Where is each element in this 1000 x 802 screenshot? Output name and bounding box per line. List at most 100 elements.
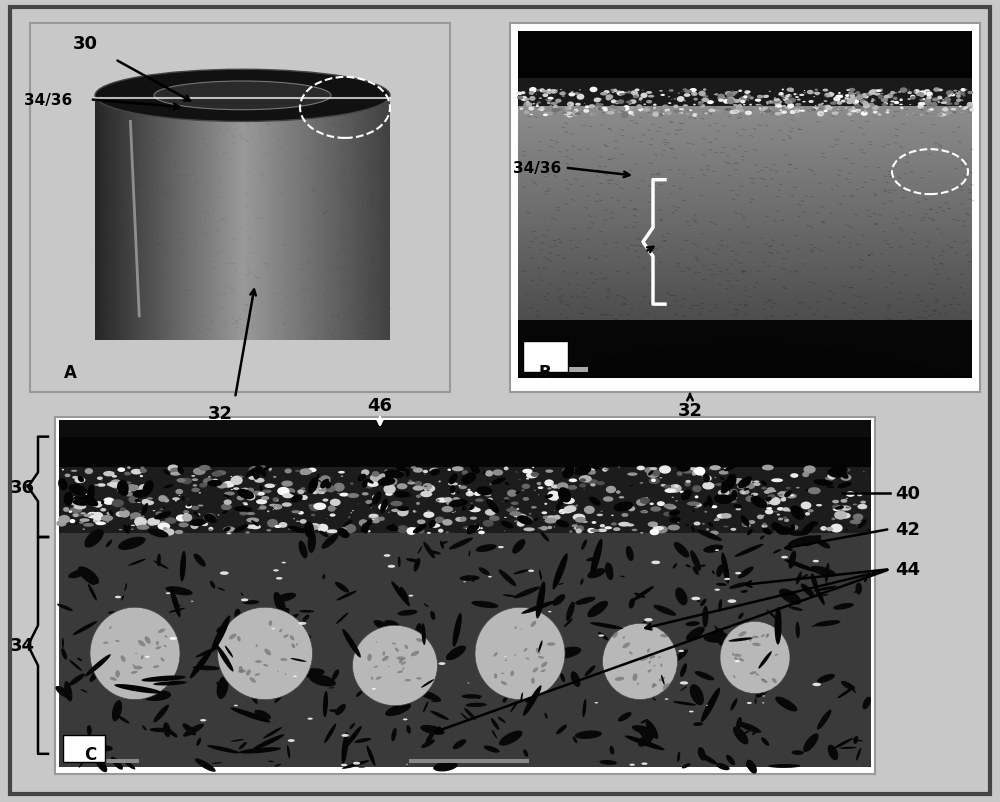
- Bar: [518, 124, 972, 126]
- Bar: [518, 261, 972, 264]
- Bar: [518, 319, 972, 321]
- Bar: [273, 96, 275, 341]
- Ellipse shape: [847, 99, 855, 105]
- Ellipse shape: [845, 468, 850, 472]
- Ellipse shape: [403, 719, 408, 720]
- Ellipse shape: [855, 92, 860, 95]
- Ellipse shape: [625, 735, 665, 750]
- Ellipse shape: [540, 110, 543, 112]
- Ellipse shape: [384, 480, 387, 482]
- Ellipse shape: [107, 484, 113, 487]
- Bar: [518, 140, 972, 142]
- Ellipse shape: [450, 485, 455, 493]
- Ellipse shape: [689, 711, 694, 712]
- Bar: [518, 187, 972, 188]
- Ellipse shape: [256, 500, 267, 504]
- Ellipse shape: [854, 589, 859, 593]
- Ellipse shape: [704, 512, 707, 513]
- Ellipse shape: [464, 708, 476, 720]
- Ellipse shape: [761, 500, 763, 501]
- Ellipse shape: [660, 468, 664, 470]
- Ellipse shape: [83, 574, 95, 585]
- Ellipse shape: [571, 671, 580, 687]
- Bar: [200, 96, 201, 341]
- Ellipse shape: [737, 107, 743, 111]
- Ellipse shape: [157, 521, 168, 530]
- Bar: [518, 274, 972, 276]
- Ellipse shape: [877, 113, 880, 115]
- Ellipse shape: [537, 109, 542, 111]
- Ellipse shape: [618, 112, 621, 114]
- Ellipse shape: [396, 646, 411, 657]
- Ellipse shape: [567, 114, 574, 117]
- Ellipse shape: [269, 504, 277, 507]
- Ellipse shape: [659, 91, 663, 92]
- Ellipse shape: [845, 95, 849, 98]
- Ellipse shape: [886, 112, 889, 115]
- Ellipse shape: [784, 491, 792, 497]
- Ellipse shape: [854, 109, 862, 113]
- Ellipse shape: [231, 476, 232, 477]
- Ellipse shape: [299, 622, 306, 625]
- Ellipse shape: [590, 483, 596, 487]
- Ellipse shape: [846, 90, 850, 92]
- Ellipse shape: [683, 105, 688, 107]
- Ellipse shape: [470, 503, 473, 504]
- Ellipse shape: [399, 471, 404, 472]
- Ellipse shape: [469, 507, 477, 509]
- Ellipse shape: [650, 468, 657, 471]
- Bar: [285, 96, 287, 341]
- Ellipse shape: [824, 94, 830, 99]
- Ellipse shape: [678, 93, 680, 95]
- Bar: [518, 183, 972, 185]
- Ellipse shape: [562, 92, 564, 94]
- Bar: [518, 149, 972, 151]
- Bar: [363, 96, 365, 341]
- Ellipse shape: [776, 101, 782, 105]
- Ellipse shape: [727, 99, 735, 105]
- Ellipse shape: [641, 719, 648, 723]
- Ellipse shape: [555, 99, 562, 103]
- Ellipse shape: [967, 103, 973, 107]
- Ellipse shape: [955, 93, 961, 95]
- Ellipse shape: [317, 478, 322, 480]
- Ellipse shape: [319, 526, 325, 531]
- Ellipse shape: [540, 532, 549, 542]
- Ellipse shape: [332, 670, 339, 680]
- Ellipse shape: [218, 608, 312, 699]
- Ellipse shape: [571, 91, 574, 94]
- Bar: [518, 215, 972, 217]
- Ellipse shape: [145, 637, 151, 644]
- Ellipse shape: [564, 112, 571, 116]
- Ellipse shape: [90, 608, 180, 699]
- Ellipse shape: [752, 636, 759, 638]
- Ellipse shape: [316, 474, 320, 480]
- Ellipse shape: [621, 113, 629, 119]
- Ellipse shape: [662, 529, 665, 532]
- Ellipse shape: [308, 468, 317, 473]
- Ellipse shape: [115, 596, 121, 598]
- Ellipse shape: [724, 98, 731, 104]
- Ellipse shape: [131, 469, 142, 475]
- Bar: [166, 96, 167, 341]
- Ellipse shape: [946, 91, 954, 96]
- Bar: [243, 96, 244, 341]
- Ellipse shape: [723, 526, 728, 528]
- Ellipse shape: [389, 524, 395, 529]
- Ellipse shape: [123, 525, 129, 534]
- Ellipse shape: [515, 503, 517, 504]
- Ellipse shape: [854, 105, 861, 110]
- Ellipse shape: [446, 646, 466, 661]
- Bar: [164, 96, 166, 341]
- Ellipse shape: [290, 658, 306, 662]
- Ellipse shape: [753, 483, 761, 486]
- Ellipse shape: [854, 104, 860, 107]
- Ellipse shape: [949, 108, 951, 109]
- Ellipse shape: [785, 95, 792, 99]
- Ellipse shape: [533, 667, 538, 673]
- Ellipse shape: [755, 99, 761, 103]
- Bar: [96, 96, 98, 341]
- Ellipse shape: [193, 666, 220, 670]
- Ellipse shape: [673, 564, 677, 569]
- Ellipse shape: [109, 626, 112, 630]
